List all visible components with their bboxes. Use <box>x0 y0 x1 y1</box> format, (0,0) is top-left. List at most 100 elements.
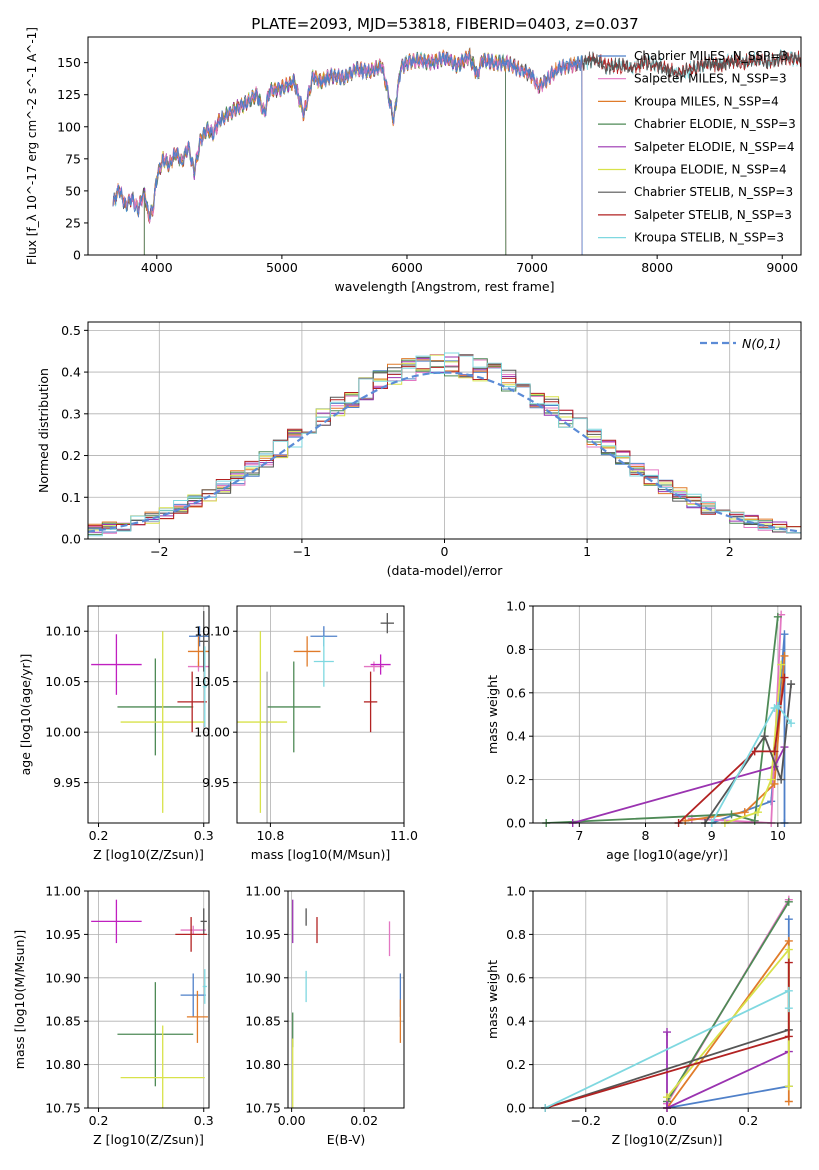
plot-frame <box>532 605 802 824</box>
y-tick-label: 0.0 <box>506 816 526 831</box>
y-tick-label: 0.2 <box>506 1057 526 1072</box>
weight-line <box>666 901 790 1102</box>
legend-entry: Chabrier MILES, N_SSP=3 <box>634 49 788 63</box>
weight-marker <box>740 808 749 817</box>
y-tick-label: 10.85 <box>245 1014 281 1029</box>
error-bar-point <box>177 671 207 733</box>
spectrum-plot: 4000 5000 6000 7000 8000 9000 0 25 50 75 100 125 150… <box>25 27 802 294</box>
x-tick-label: 0.2 <box>738 1113 758 1128</box>
weight-marker <box>784 936 793 945</box>
error-bar-point <box>120 1025 205 1108</box>
x-tick-label: −0.2 <box>571 1113 601 1128</box>
y-tick-label: 0.4 <box>506 1014 526 1029</box>
weight-marker <box>750 747 759 756</box>
error-bar-point <box>313 636 334 687</box>
x-tick-label: 7000 <box>516 260 548 275</box>
weight-marker <box>767 775 776 784</box>
y-tick-label: 50 <box>65 183 81 198</box>
weight-marker <box>784 945 793 954</box>
legend-entry: Salpeter ELODIE, N_SSP=4 <box>634 140 795 154</box>
plot-frame <box>87 605 210 824</box>
y-tick-label: 0.2 <box>61 448 81 463</box>
y-tick-label: 0 <box>73 248 81 263</box>
y-tick-label: 10.90 <box>45 970 81 985</box>
y-tick-label: 0.3 <box>61 406 81 421</box>
weight-marker <box>784 958 793 967</box>
legend-entry: Kroupa ELODIE, N_SSP=4 <box>634 163 787 177</box>
mass-vs-metallicity-plot: 0.2 0.3 10.75 10.80 10.85 10.90 10.95 11.00 Z [l… <box>12 884 214 1148</box>
x-tick-label: 4000 <box>141 260 173 275</box>
weight-marker <box>770 747 779 756</box>
error-bar-point <box>202 646 207 728</box>
weight-line <box>691 614 782 823</box>
weight-marker <box>784 1082 793 1091</box>
weight-marker <box>780 630 789 639</box>
weight-marker <box>787 719 796 728</box>
y-axis-label: Flux [f_λ 10^-17 erg cm^-2 s^-1 A^-1] <box>25 27 39 265</box>
x-tick-label: 6000 <box>391 260 423 275</box>
weight-vs-metallicity-plot: −0.2 0.0 0.2 0.0 0.2 0.4 0.6 0.8 1.0 Z [log10(Z/Z… <box>485 884 802 1147</box>
x-tick-label: 9000 <box>766 260 798 275</box>
x-tick-label: 0.2 <box>89 828 109 843</box>
y-tick-label: 9.95 <box>53 775 81 790</box>
y-axis-label: mass weight <box>485 960 500 1039</box>
y-tick-label: 10.80 <box>45 1057 81 1072</box>
error-bar-point <box>175 917 207 952</box>
weight-line <box>572 746 786 823</box>
error-bar-point <box>202 969 207 1004</box>
weight-marker <box>770 779 779 788</box>
error-bar-point <box>370 654 391 675</box>
spectrum-line <box>112 51 583 255</box>
weight-marker <box>753 808 762 817</box>
weight-line <box>666 1032 790 1108</box>
y-tick-label: 0.4 <box>61 365 81 380</box>
error-bar-point <box>199 611 208 672</box>
y-axis-label: mass weight <box>485 675 500 754</box>
histogram-step <box>88 352 801 537</box>
y-tick-label: 0.2 <box>506 772 526 787</box>
weight-marker <box>777 775 786 784</box>
age-vs-mass-plot: 10.8 11.0 9.95 10.00 10.05 10.10 mass [log10(M… <box>194 605 418 862</box>
y-axis-label: age [log10(age/yr)] <box>18 654 33 776</box>
error-bar-point <box>267 661 321 753</box>
plot-frame <box>287 890 405 1109</box>
y-tick-label: 1.0 <box>506 884 526 899</box>
x-tick-label: 7 <box>575 828 583 843</box>
y-tick-label: 1.0 <box>506 599 526 614</box>
y-tick-label: 10.80 <box>245 1057 281 1072</box>
x-axis-label: (data-model)/error <box>387 563 504 578</box>
plot-frame <box>87 321 802 540</box>
weight-marker <box>784 1004 793 1013</box>
weight-vs-age-plot: 7 8 9 10 0.0 0.2 0.4 0.6 0.8 1.0 age [log10(age/yr… <box>485 599 802 862</box>
weight-marker <box>663 1028 671 1037</box>
weight-marker <box>784 1032 793 1041</box>
y-tick-label: 0.4 <box>506 729 526 744</box>
weight-marker <box>773 612 782 621</box>
y-tick-label: 9.95 <box>202 775 230 790</box>
weight-line <box>546 616 779 823</box>
residual-histogram-plot: −2 −1 0 1 2 0.0 0.1 0.2 0.3 0.4 0.5 (data-model)/er… <box>36 321 802 578</box>
y-tick-label: 10.00 <box>45 725 81 740</box>
legend-entry: Kroupa MILES, N_SSP=4 <box>634 94 779 108</box>
x-axis-label: mass [log10(M/Msun)] <box>251 847 390 862</box>
plot-frame <box>236 605 405 824</box>
y-tick-label: 0.5 <box>61 323 81 338</box>
y-tick-label: 0.8 <box>506 642 526 657</box>
y-tick-label: 10.05 <box>194 674 230 689</box>
weight-marker <box>784 897 793 906</box>
x-tick-label: 0.0 <box>657 1113 677 1128</box>
error-bar-point <box>120 631 205 813</box>
error-bar-point <box>117 658 194 756</box>
x-tick-label: 8000 <box>641 260 673 275</box>
weight-marker <box>780 651 789 660</box>
y-tick-label: 10.10 <box>194 624 230 639</box>
plot-frame <box>87 890 210 1109</box>
age-vs-metallicity-plot: 0.2 0.3 9.95 10.00 10.05 10.10 Z [log10(Z/Zsun… <box>18 605 214 862</box>
y-tick-label: 11.00 <box>45 884 81 899</box>
mass-vs-ebv-plot: 0.00 0.02 10.75 10.80 10.85 10.90 10.95 11.00 E(… <box>245 884 405 1147</box>
x-tick-label: −2 <box>150 544 168 559</box>
x-axis-label: Z [log10(Z/Zsun)] <box>93 847 204 862</box>
x-axis-label: Z [log10(Z/Zsun)] <box>612 1132 723 1147</box>
x-tick-label: 10 <box>770 828 786 843</box>
